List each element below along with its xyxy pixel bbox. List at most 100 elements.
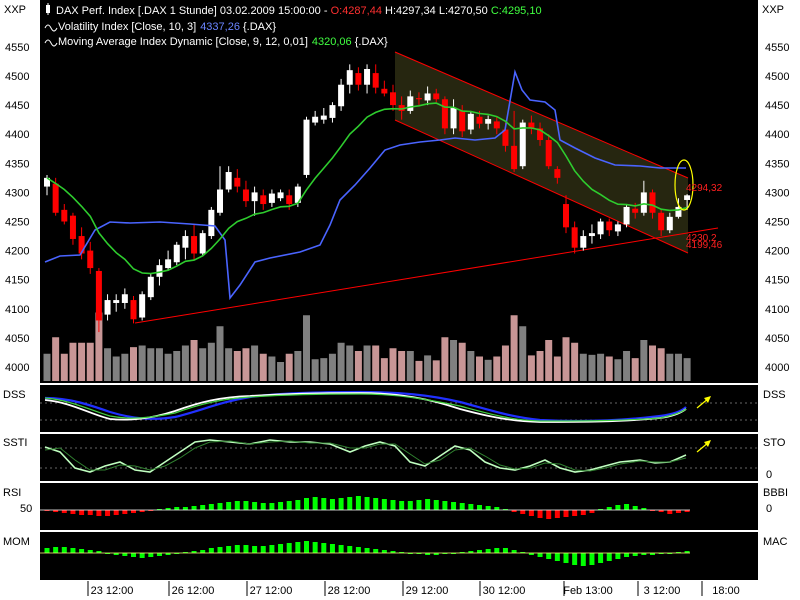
rsi-bar xyxy=(425,499,431,510)
mom-bar xyxy=(459,552,465,553)
candle-body[interactable] xyxy=(61,209,68,222)
candle-body[interactable] xyxy=(614,224,621,232)
candle-body[interactable] xyxy=(165,259,172,269)
mom-bar xyxy=(606,553,612,561)
candle-body[interactable] xyxy=(191,236,198,254)
candle-body[interactable] xyxy=(390,92,396,106)
candle-body[interactable] xyxy=(320,115,327,120)
candle-body[interactable] xyxy=(441,99,448,129)
volume-bar xyxy=(683,358,691,381)
candle-body[interactable] xyxy=(139,294,146,318)
rsi-bar xyxy=(329,499,335,510)
candle-body[interactable] xyxy=(597,221,604,235)
volume-bar xyxy=(631,358,639,381)
candle-body[interactable] xyxy=(407,96,414,111)
candle-body[interactable] xyxy=(44,177,50,187)
candle-body[interactable] xyxy=(381,88,388,94)
candle-body[interactable] xyxy=(251,192,258,202)
candle-body[interactable] xyxy=(294,186,301,203)
candle-body[interactable] xyxy=(675,206,682,217)
candle-body[interactable] xyxy=(147,276,154,298)
candle-body[interactable] xyxy=(658,212,665,231)
candle-body[interactable] xyxy=(52,183,59,213)
candle-body[interactable] xyxy=(234,177,241,187)
candle-body[interactable] xyxy=(121,294,128,303)
candle-body[interactable] xyxy=(563,204,569,228)
candle-body[interactable] xyxy=(666,216,673,231)
candle-body[interactable] xyxy=(684,195,691,200)
candle-body[interactable] xyxy=(225,172,232,190)
candle-body[interactable] xyxy=(580,236,587,248)
candle-body[interactable] xyxy=(372,73,379,88)
candle-body[interactable] xyxy=(649,192,656,213)
mom-bar xyxy=(321,543,327,553)
mom-bar xyxy=(260,546,266,553)
candle-body[interactable] xyxy=(424,93,431,101)
candle-body[interactable] xyxy=(467,113,474,130)
candle-body[interactable] xyxy=(511,145,518,170)
candle-body[interactable] xyxy=(519,122,526,167)
volume-bar xyxy=(130,347,137,381)
mom-histogram xyxy=(40,541,690,566)
candle-body[interactable] xyxy=(113,300,120,303)
mom-bar xyxy=(347,546,353,553)
rsi-bar xyxy=(338,498,344,510)
channel-lower-line[interactable] xyxy=(394,119,689,254)
candle-body[interactable] xyxy=(95,270,102,321)
candle-body[interactable] xyxy=(485,119,492,124)
candle-body[interactable] xyxy=(277,192,284,199)
candle-body[interactable] xyxy=(502,129,509,146)
volume-bar xyxy=(173,351,181,381)
candle-body[interactable] xyxy=(69,215,76,239)
channel-upper-line[interactable] xyxy=(394,51,689,179)
candle-body[interactable] xyxy=(312,116,319,123)
candle-body[interactable] xyxy=(130,300,137,320)
mom-bar xyxy=(641,553,647,555)
candle-body[interactable] xyxy=(571,227,578,248)
candle-body[interactable] xyxy=(606,221,613,231)
candle-body[interactable] xyxy=(632,208,639,213)
candle-body[interactable] xyxy=(433,93,440,100)
candle-body[interactable] xyxy=(87,250,94,269)
candle-body[interactable] xyxy=(537,128,544,141)
candle-body[interactable] xyxy=(338,84,345,107)
highlight-ellipse[interactable] xyxy=(674,159,694,211)
candle-body[interactable] xyxy=(459,110,466,132)
candle-body[interactable] xyxy=(493,121,500,129)
mom-bar xyxy=(226,546,232,553)
candle-body[interactable] xyxy=(588,233,595,237)
candle-body[interactable] xyxy=(268,193,275,203)
candle-body[interactable] xyxy=(450,108,457,129)
candle-body[interactable] xyxy=(182,236,189,248)
candle-body[interactable] xyxy=(217,189,223,213)
candle-body[interactable] xyxy=(528,122,535,129)
candle-body[interactable] xyxy=(303,119,310,175)
candle-body[interactable] xyxy=(208,209,215,237)
candle-body[interactable] xyxy=(623,206,630,225)
support-trend-line[interactable] xyxy=(134,227,719,324)
volume-bar xyxy=(510,315,518,381)
candle-body[interactable] xyxy=(260,195,267,205)
candle-body[interactable] xyxy=(346,70,353,85)
candle-body[interactable] xyxy=(640,192,647,213)
candle-body[interactable] xyxy=(242,189,249,202)
candle-body[interactable] xyxy=(476,116,483,124)
candle-body[interactable] xyxy=(104,300,111,315)
mom-bar xyxy=(148,553,154,557)
candle-body[interactable] xyxy=(78,236,85,254)
candle-body[interactable] xyxy=(415,98,422,100)
candle-body[interactable] xyxy=(286,195,293,205)
candle-body[interactable] xyxy=(364,69,371,85)
candle-body[interactable] xyxy=(173,244,180,263)
candle-body[interactable] xyxy=(329,105,336,118)
candle-body[interactable] xyxy=(398,105,405,111)
mom-bar xyxy=(139,553,145,558)
rsi-bar xyxy=(174,507,180,510)
candle-body[interactable] xyxy=(355,73,362,85)
mom-bar xyxy=(485,549,491,553)
candle-body[interactable] xyxy=(199,233,206,254)
mom-bar xyxy=(53,547,59,553)
candle-body[interactable] xyxy=(554,169,561,178)
candle-body[interactable] xyxy=(545,140,552,167)
candle-body[interactable] xyxy=(156,265,163,277)
